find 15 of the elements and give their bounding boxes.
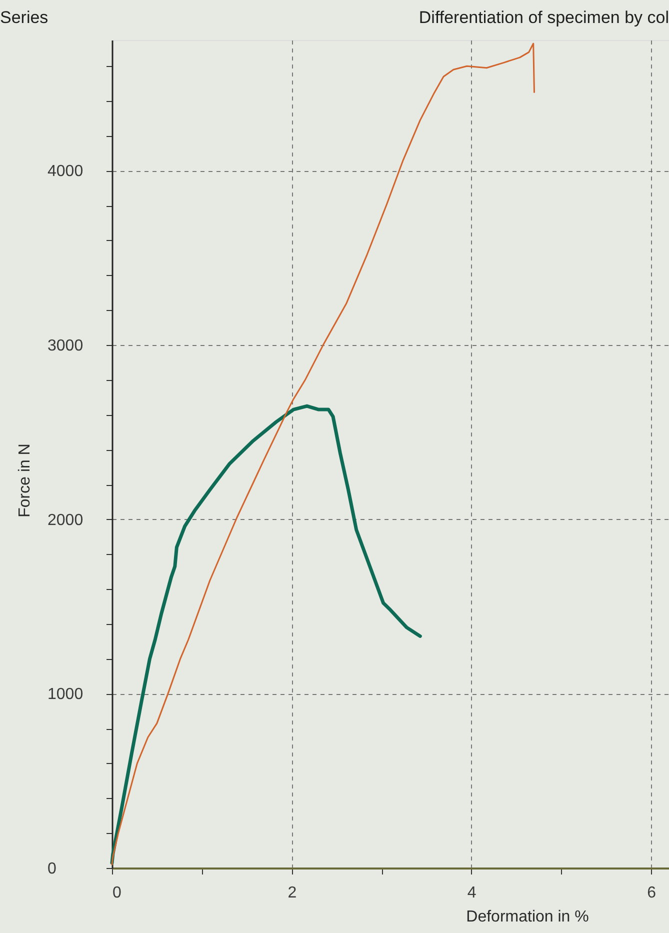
text: Series [0, 8, 48, 27]
line-series [110, 404, 422, 865]
y-tick-label: 1000 [48, 686, 84, 704]
x-axis-title: Deformation in % [466, 908, 589, 926]
y-tick-label: 2000 [48, 512, 84, 529]
x-tick-label: 2 [288, 884, 297, 902]
y-tick-label: 4000 [48, 163, 84, 180]
x-tick-label: 6 [647, 884, 656, 902]
y-tick-label: 3000 [48, 338, 84, 355]
chart-title: Differentiation of specimen by col [418, 8, 669, 27]
y-axis-title: Force in N [16, 444, 34, 518]
y-tick-label: 0 [48, 860, 56, 878]
x-tick-label: 0 [112, 884, 122, 902]
x-tick-label: 4 [467, 884, 476, 902]
line-series [111, 42, 535, 866]
